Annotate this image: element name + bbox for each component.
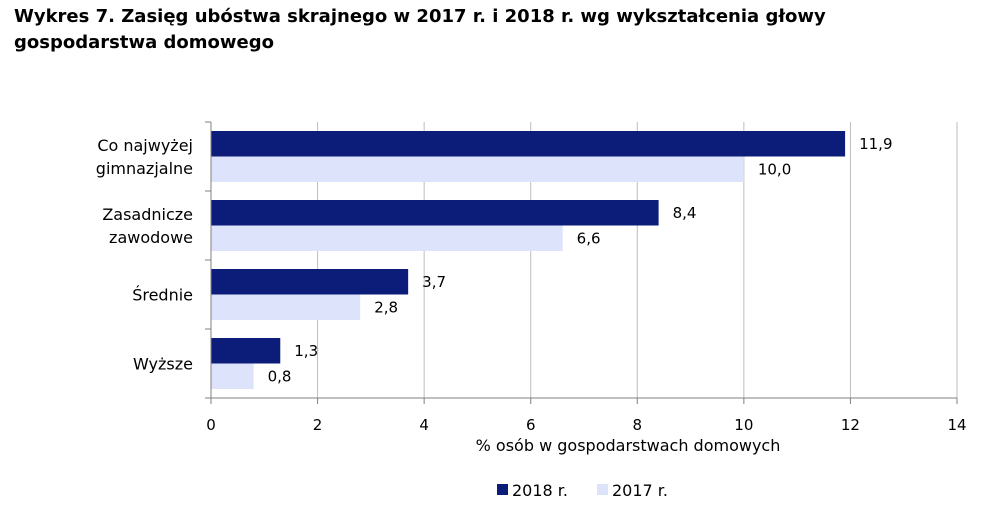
x-tick-label: 10 [734, 416, 753, 434]
x-tick-label: 2 [313, 416, 323, 434]
data-label: 1,3 [294, 342, 318, 360]
data-label: 6,6 [577, 229, 601, 247]
bar [211, 156, 744, 182]
bar [211, 225, 563, 251]
data-label: 0,8 [268, 367, 292, 385]
x-tick-label: 0 [206, 416, 216, 434]
bar [211, 363, 254, 389]
data-label: 11,9 [859, 135, 892, 153]
x-tick-label: 12 [841, 416, 860, 434]
x-tick-label: 6 [526, 416, 536, 434]
data-label: 10,0 [758, 160, 791, 178]
x-tick-label: 14 [947, 416, 966, 434]
legend-label: 2017 r. [612, 481, 668, 500]
data-label: 3,7 [422, 273, 446, 291]
bar [211, 200, 659, 226]
category-label: Zasadnicze [102, 205, 193, 224]
category-label: Wyższe [133, 355, 193, 374]
category-label: zawodowe [109, 228, 193, 247]
category-label: Średnie [132, 286, 193, 305]
x-tick-label: 4 [419, 416, 429, 434]
chart-title: Wykres 7. Zasięg ubóstwa skrajnego w 201… [14, 6, 826, 53]
legend-swatch [597, 484, 608, 495]
legend-swatch [497, 484, 508, 495]
x-tick-label: 8 [633, 416, 643, 434]
category-label: gimnazjalne [96, 159, 193, 178]
legend-label: 2018 r. [512, 481, 568, 500]
bar [211, 338, 281, 364]
bar [211, 131, 846, 157]
data-label: 2,8 [374, 298, 398, 316]
bar [211, 294, 361, 320]
bar [211, 269, 409, 295]
data-label: 8,4 [673, 204, 697, 222]
x-axis-title: % osób w gospodarstwach domowych [476, 436, 781, 455]
category-label: Co najwyżej [97, 136, 193, 155]
